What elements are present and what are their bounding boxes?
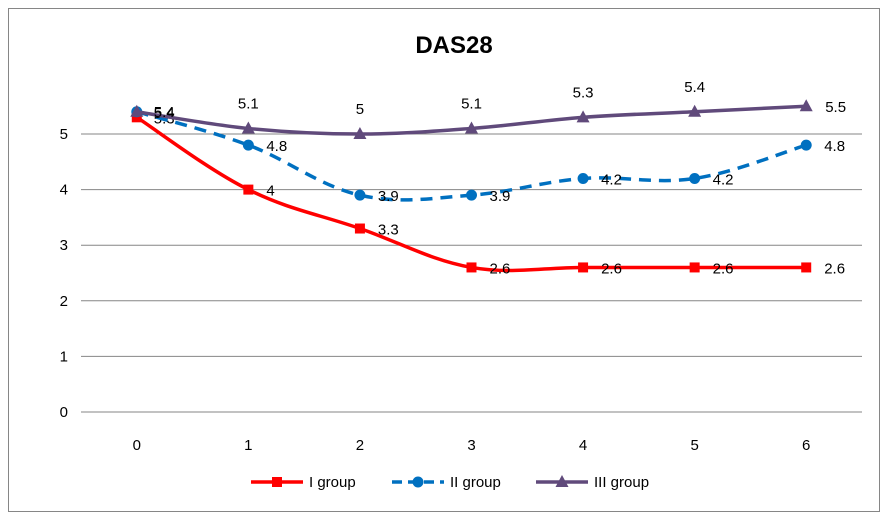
chart-frame: DAS28 0 1 2 3 4 5 0 1 2 3 4 5 6 5.3 4 3.3 2.6 2.6 2.6 2.6…	[8, 8, 880, 512]
data-point	[801, 262, 812, 273]
legend: I group II group III group	[251, 474, 649, 491]
legend-item-ii-group: II group	[392, 474, 501, 491]
series-ii-group: 5.4 4.8 3.9 3.9 4.2 4.2 4.8	[131, 105, 845, 205]
x-axis-ticks: 0 1 2 3 4 5 6	[133, 437, 811, 454]
data-point	[242, 139, 254, 151]
das28-line-chart: DAS28 0 1 2 3 4 5 0 1 2 3 4 5 6 5.3 4 3.3 2.6 2.6 2.6 2.6…	[60, 32, 862, 491]
y-tick-label: 4	[60, 182, 68, 199]
data-point	[578, 262, 589, 273]
data-point	[353, 127, 367, 139]
x-tick-label: 6	[802, 437, 810, 454]
data-point	[466, 189, 477, 201]
data-point	[576, 110, 590, 123]
y-tick-label: 3	[60, 237, 68, 254]
data-label: 5.3	[573, 84, 594, 101]
x-tick-label: 1	[244, 437, 252, 454]
data-point	[354, 189, 366, 201]
gridlines	[81, 133, 862, 413]
data-point	[689, 262, 700, 273]
data-label: 2.6	[824, 260, 845, 277]
legend-label: III group	[594, 474, 649, 491]
data-point	[130, 104, 144, 117]
x-tick-label: 5	[690, 437, 698, 454]
data-label: 2.6	[713, 260, 734, 277]
legend-item-i-group: I group	[251, 474, 356, 491]
data-label: 4.8	[824, 138, 845, 155]
data-label: 2.6	[601, 260, 622, 277]
data-label: 5.4	[154, 104, 175, 121]
data-label: 4.2	[713, 171, 734, 188]
y-tick-label: 1	[60, 348, 68, 365]
series-group: 5.3 4 3.3 2.6 2.6 2.6 2.6 5.4 4.8 3.9 3.9 4.2 4.2 4.8…	[130, 79, 846, 277]
legend-marker	[555, 475, 569, 487]
data-point	[577, 172, 589, 184]
data-point	[354, 223, 365, 234]
y-tick-label: 5	[60, 126, 68, 143]
data-label: 5.4	[684, 79, 705, 96]
data-label: 5.1	[238, 95, 259, 112]
legend-label: II group	[450, 474, 501, 491]
data-label: 3.9	[490, 188, 511, 205]
y-tick-label: 0	[60, 404, 68, 421]
legend-marker	[412, 476, 424, 488]
y-tick-label: 2	[60, 293, 68, 310]
x-tick-label: 0	[133, 437, 141, 454]
chart-title: DAS28	[415, 32, 492, 59]
legend-marker	[272, 477, 282, 487]
x-tick-label: 3	[467, 437, 475, 454]
data-point	[241, 121, 255, 134]
legend-label: I group	[309, 474, 356, 491]
data-label: 4.8	[266, 138, 287, 155]
data-label: 5.5	[825, 99, 846, 116]
data-point	[465, 121, 478, 134]
data-point	[689, 172, 701, 184]
data-point	[243, 184, 254, 195]
y-axis-ticks: 0 1 2 3 4 5	[60, 126, 68, 421]
data-point	[466, 262, 477, 273]
data-point	[799, 99, 813, 112]
data-label: 2.6	[490, 260, 511, 277]
x-tick-label: 4	[579, 437, 587, 454]
data-point	[688, 104, 702, 117]
data-point	[131, 112, 142, 123]
data-label: 3.3	[378, 222, 399, 239]
series-i-group: 5.343.32.6 2.6 2.6 2.6	[131, 110, 845, 277]
data-point	[800, 139, 812, 151]
data-label: 5.1	[461, 95, 482, 112]
series-iii-group: 5.4 5.1 5 5.1 5.3 5.4 5.5	[130, 79, 846, 139]
x-tick-label: 2	[356, 437, 364, 454]
data-label: 5	[356, 101, 364, 118]
data-label: 4	[266, 183, 274, 200]
data-label: 4.2	[601, 171, 622, 188]
legend-item-iii-group: III group	[536, 474, 649, 491]
data-label: 3.9	[378, 188, 399, 205]
